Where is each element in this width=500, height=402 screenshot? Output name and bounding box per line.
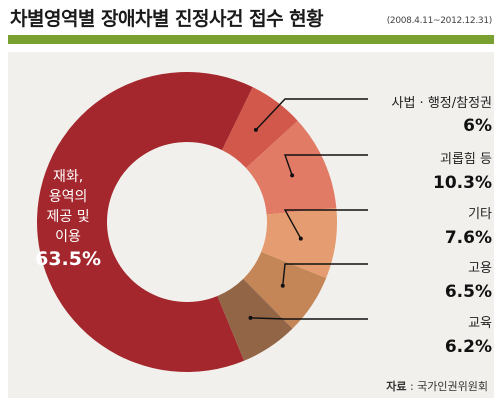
source-note: 자료 : 국가인권위원회	[386, 378, 488, 394]
leader-dot-2	[290, 173, 295, 178]
slice-label-2: 괴롭힘 등	[440, 152, 492, 167]
slice-value-5: 6.2%	[445, 337, 492, 357]
leader-line-5	[250, 317, 368, 320]
leader-line-1	[255, 98, 368, 131]
slice-label-0-line-0: 재화,	[53, 169, 83, 185]
slice-4	[243, 251, 327, 329]
leader-dot-4	[280, 283, 285, 288]
slice-0	[37, 72, 253, 373]
leader-line-3	[283, 209, 368, 239]
slice-label-1: 사법 · 행정/참정권	[392, 95, 493, 111]
date-range: (2008.4.11~2012.12.31)	[386, 16, 493, 26]
slice-value-1: 6%	[463, 116, 492, 136]
slice-2	[246, 120, 337, 215]
slices	[37, 72, 338, 373]
leader-dot-1	[253, 127, 258, 132]
source-label: 자료	[386, 380, 407, 393]
slice-1	[222, 87, 298, 169]
header-divider	[8, 35, 494, 44]
chart-title: 차별영역별 장애차별 진정사건 접수 현황	[10, 8, 324, 30]
slice-3	[261, 207, 338, 279]
leader-line-2	[284, 154, 368, 176]
slice-label-4: 고용	[468, 261, 492, 276]
slice-label-3: 기타	[468, 207, 492, 222]
leader-dot-3	[298, 236, 303, 241]
slice-label-5: 교육	[468, 316, 492, 331]
source-separator: :	[406, 380, 418, 393]
slice-label-0-line-1: 용역의	[49, 189, 88, 205]
slice-label-0-line-2: 제공 및	[47, 209, 90, 225]
slice-value-2: 10.3%	[433, 173, 492, 193]
leader-line-4	[282, 263, 368, 286]
slice-label-0-line-3: 이용	[55, 229, 81, 245]
slice-value-4: 6.5%	[445, 282, 492, 302]
slice-value-0: 63.5%	[35, 248, 101, 270]
leader-dot-5	[248, 315, 253, 320]
slice-value-3: 7.6%	[445, 228, 492, 248]
slice-5	[217, 278, 293, 361]
source-value: 국가인권위원회	[417, 380, 488, 393]
